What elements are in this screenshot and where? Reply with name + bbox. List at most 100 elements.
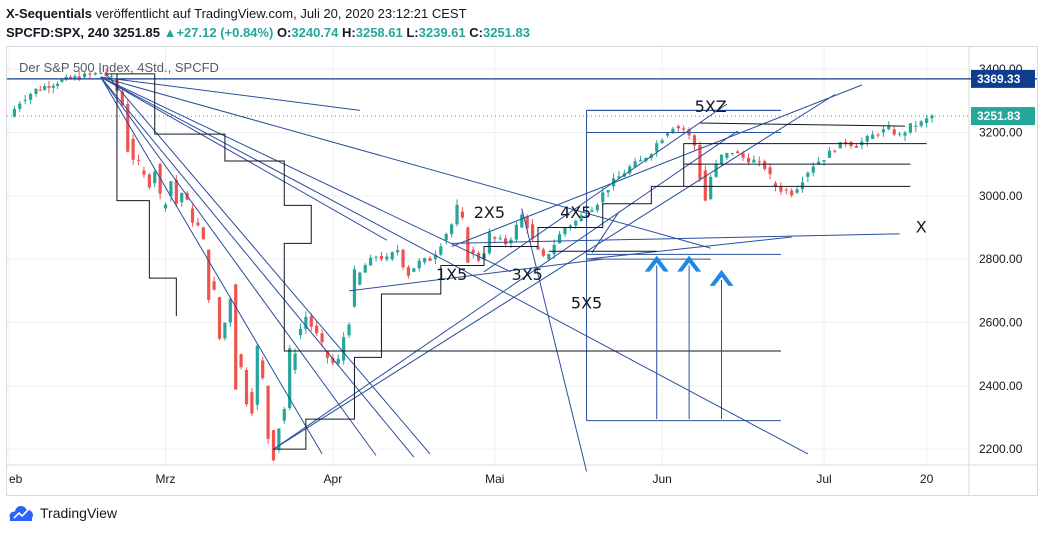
candle-body xyxy=(207,249,211,300)
candle-body xyxy=(768,167,772,175)
y-tick-label: 2400.00 xyxy=(979,379,1023,393)
symbol-label: SPCFD:SPX, 240 xyxy=(6,25,110,40)
candle-body xyxy=(163,204,168,209)
chart-panel[interactable]: Der S&P 500 Index, 4Std., SPCFD 2X5 4X5 1X5… xyxy=(6,46,1038,496)
x-tick-label: 20 xyxy=(920,472,934,486)
candle-body xyxy=(401,249,405,268)
up-arrow-icon xyxy=(677,255,702,272)
annotation-label: 5XZ xyxy=(695,97,727,116)
x-tick-label: eb xyxy=(9,472,23,486)
candle-body xyxy=(396,250,400,253)
candle-body xyxy=(223,322,227,339)
candle-body xyxy=(471,249,475,253)
step-line xyxy=(106,73,177,317)
candle-body xyxy=(466,227,470,263)
candle-body xyxy=(779,186,783,192)
price-chart[interactable]: Der S&P 500 Index, 4Std., SPCFD 2X5 4X5 1X5… xyxy=(7,47,1037,495)
candle-body xyxy=(887,126,891,130)
candle-body xyxy=(833,150,837,152)
candle-body xyxy=(520,214,524,228)
trend-line xyxy=(586,236,792,260)
step-line xyxy=(116,73,781,352)
candle-body xyxy=(131,138,135,160)
candle-body xyxy=(379,256,384,260)
candle-body xyxy=(169,181,173,196)
candle-body xyxy=(601,192,605,203)
candle-body xyxy=(417,260,421,269)
candle-body xyxy=(665,133,670,136)
annotation-label: 4X5 xyxy=(560,203,591,222)
candle-body xyxy=(784,189,788,191)
candle-body xyxy=(212,281,216,290)
candle-body xyxy=(919,121,923,126)
tradingview-brand[interactable]: TradingView xyxy=(8,505,117,521)
candle-body xyxy=(428,258,432,261)
candle-body xyxy=(876,134,880,136)
candle-body xyxy=(228,298,232,323)
candle-body xyxy=(266,385,270,439)
candle-body xyxy=(871,134,875,139)
candle-body xyxy=(255,345,259,405)
annotation-label: 2X5 xyxy=(474,203,505,222)
candle-body xyxy=(51,85,55,88)
candle-body xyxy=(244,370,249,405)
change-arrow-icon: ▲ xyxy=(163,25,177,40)
candle-body xyxy=(557,234,562,244)
publish-info: veröffentlicht auf TradingView.com, Juli… xyxy=(91,6,467,21)
candle-body xyxy=(822,160,826,162)
author-name[interactable]: X-Sequentials xyxy=(6,6,92,21)
candle-body xyxy=(282,409,286,421)
candle-body xyxy=(293,353,297,370)
candle-body xyxy=(903,132,907,136)
candle-body xyxy=(671,128,675,134)
candle-body xyxy=(390,252,394,260)
candle-body xyxy=(628,166,632,174)
candle-body xyxy=(153,171,157,184)
candle-body xyxy=(450,224,454,234)
candle-body xyxy=(239,354,243,368)
candle-body xyxy=(692,135,697,146)
candle-body xyxy=(60,79,64,82)
candle-body xyxy=(795,189,799,193)
candle-body xyxy=(914,125,918,127)
candle-body xyxy=(190,208,195,223)
y-tick-label: 2600.00 xyxy=(979,316,1023,330)
candle-body xyxy=(525,216,529,229)
candle-body xyxy=(288,348,292,408)
candle-body xyxy=(304,316,308,329)
candle-body xyxy=(385,256,389,260)
candle-body xyxy=(109,75,114,77)
candle-body xyxy=(277,428,281,450)
candle-body xyxy=(806,172,810,177)
candle-body xyxy=(752,159,756,163)
annotation-label: X xyxy=(916,217,927,236)
candle-body xyxy=(47,86,51,88)
candle-body xyxy=(271,430,276,461)
high-value: 3258.61 xyxy=(355,25,403,40)
candle-body xyxy=(217,297,222,339)
trend-line xyxy=(100,76,377,456)
candle-body xyxy=(714,163,718,177)
candle-body xyxy=(757,161,761,162)
trend-line xyxy=(100,76,360,111)
candle-body xyxy=(925,118,929,123)
trend-line xyxy=(591,211,620,254)
x-tick-label: Jun xyxy=(652,472,671,486)
up-arrow-icon xyxy=(644,255,669,272)
candle-body xyxy=(790,190,794,196)
tradingview-logo-icon xyxy=(9,506,33,521)
candle-body xyxy=(590,210,594,212)
candle-body xyxy=(827,150,832,158)
candle-body xyxy=(698,145,702,180)
candle-body xyxy=(633,161,637,168)
candle-body xyxy=(439,246,443,255)
candle-body xyxy=(82,73,87,78)
candle-body xyxy=(460,211,465,218)
candle-body xyxy=(93,72,97,75)
candle-body xyxy=(547,254,551,260)
candle-body xyxy=(320,333,324,343)
candle-body xyxy=(298,328,303,336)
candle-body xyxy=(201,227,205,240)
y-tick-label: 3000.00 xyxy=(979,189,1023,203)
trend-line xyxy=(451,84,863,247)
